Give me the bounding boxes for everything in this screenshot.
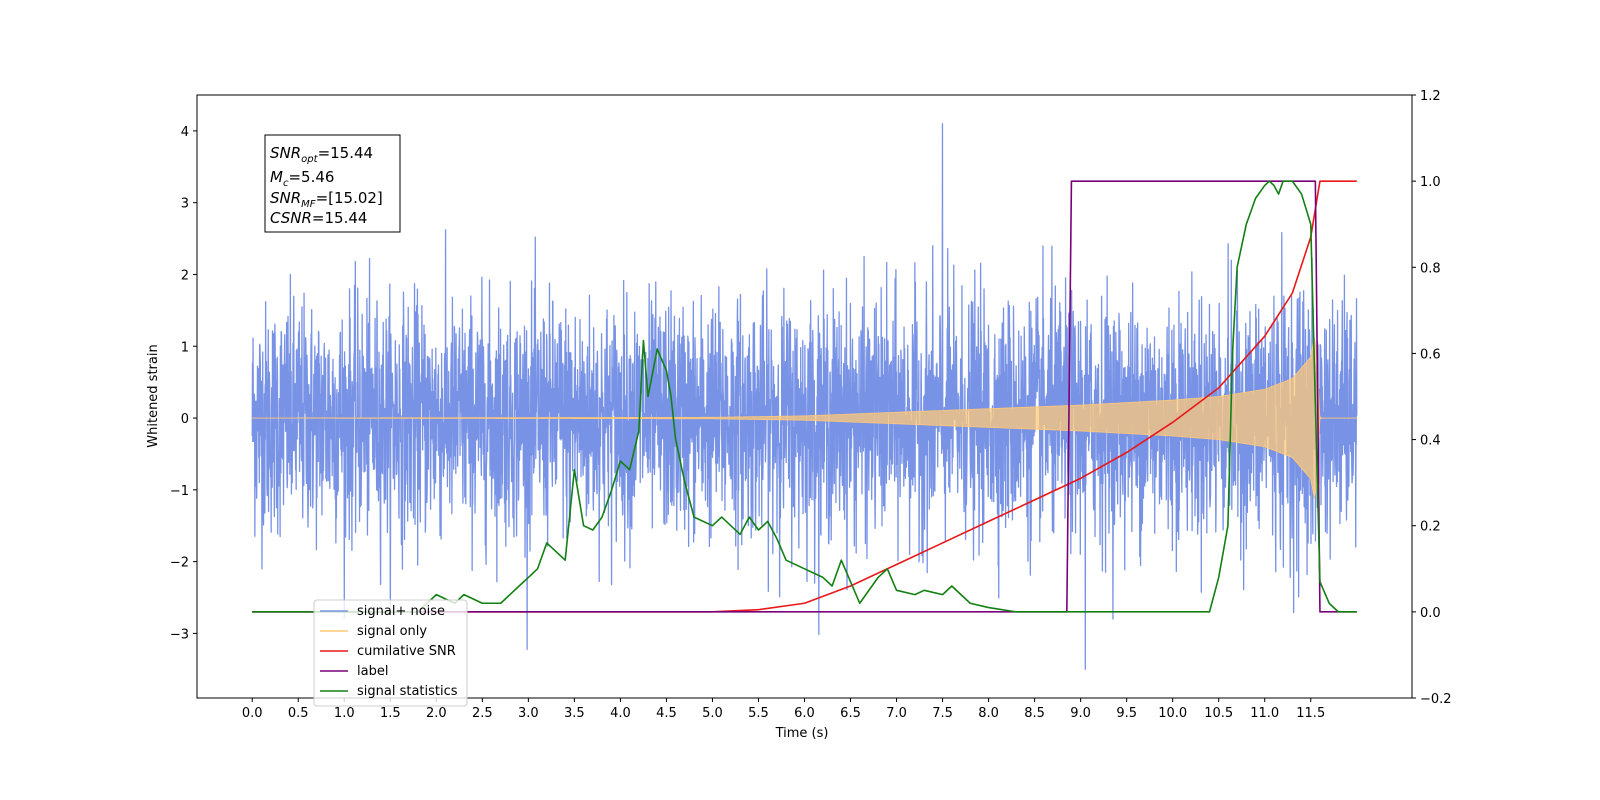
x-tick-label: 0.5 <box>288 706 309 721</box>
legend-label-label: label <box>357 664 388 679</box>
legend: signal+ noise signal only cumilative SNR… <box>313 599 468 707</box>
y-axis-label-left: Whitened strain <box>146 344 161 447</box>
y-right-tick-label: 0.2 <box>1420 520 1441 535</box>
x-tick-label: 10.5 <box>1204 706 1233 721</box>
y-right-tick-label: 0.4 <box>1420 434 1441 449</box>
annotation-line-snr-mf: SNRMF=[15.02] <box>270 189 383 210</box>
legend-label-signal-noise: signal+ noise <box>357 604 445 619</box>
x-axis-label: Time (s) <box>775 726 829 741</box>
y-right-tick-label: 0.8 <box>1420 261 1441 276</box>
series-signal-only <box>252 337 1357 499</box>
x-tick-label: 6.0 <box>794 706 815 721</box>
x-tick-label: 3.0 <box>518 706 539 721</box>
y-left-tick-label: 4 <box>181 125 189 140</box>
y-right-tick-label: 1.2 <box>1420 89 1441 104</box>
x-tick-label: 1.0 <box>334 706 355 721</box>
y-left-tick-label: 0 <box>181 412 189 427</box>
x-tick-label: 4.0 <box>610 706 631 721</box>
x-tick-label: 5.5 <box>748 706 769 721</box>
x-tick-label: 2.5 <box>472 706 493 721</box>
x-tick-label: 7.5 <box>932 706 953 721</box>
x-tick-label: 7.0 <box>886 706 907 721</box>
legend-label-cumulative-snr: cumilative SNR <box>357 644 456 659</box>
y-right-tick-label: 0.6 <box>1420 347 1441 362</box>
y-axis-left: −3 −2 −1 0 1 2 3 4 <box>170 125 197 642</box>
x-tick-label: 10.0 <box>1158 706 1187 721</box>
annotation-line-mc: Mc=5.46 <box>270 168 334 189</box>
x-tick-label: 11.5 <box>1296 706 1325 721</box>
y-left-tick-label: 2 <box>181 268 189 283</box>
x-tick-label: 6.5 <box>840 706 861 721</box>
series-cumulative-snr <box>252 180 1357 613</box>
x-tick-label: 11.0 <box>1250 706 1279 721</box>
y-left-tick-label: 3 <box>181 197 189 212</box>
y-left-tick-label: −3 <box>170 627 189 642</box>
x-tick-label: 5.0 <box>702 706 723 721</box>
legend-label-signal-statistics: signal statistics <box>357 684 458 699</box>
y-right-tick-label: 0.0 <box>1420 606 1441 621</box>
annotation-line-csnr: CSNR=15.44 <box>270 209 367 227</box>
legend-label-signal-only: signal only <box>357 624 427 639</box>
x-tick-label: 9.0 <box>1070 706 1091 721</box>
x-tick-label: 2.0 <box>426 706 447 721</box>
x-tick-label: 0.0 <box>242 706 263 721</box>
series-signal-noise <box>251 123 1358 670</box>
x-tick-label: 1.5 <box>380 706 401 721</box>
y-left-tick-label: −2 <box>170 556 189 571</box>
y-left-tick-label: 1 <box>181 340 189 355</box>
x-tick-label: 3.5 <box>564 706 585 721</box>
annotation-line-snr-opt: SNRopt=15.44 <box>270 144 373 165</box>
annotation-box: SNRopt=15.44 Mc=5.46 SNRMF=[15.02] CSNR=… <box>264 134 401 233</box>
y-left-tick-label: −1 <box>170 484 189 499</box>
y-right-tick-label: −0.2 <box>1420 692 1452 707</box>
series-layer <box>251 123 1358 670</box>
x-tick-label: 9.5 <box>1116 706 1137 721</box>
x-axis: 0.0 0.5 1.0 1.5 2.0 2.5 3.0 3.5 4.0 4.5 5.0 5.5 6.0 6… <box>242 698 1325 721</box>
x-tick-label: 4.5 <box>656 706 677 721</box>
x-tick-label: 8.5 <box>1024 706 1045 721</box>
x-tick-label: 8.0 <box>978 706 999 721</box>
y-axis-right: −0.2 0.0 0.2 0.4 0.6 0.8 1.0 1.2 <box>1412 89 1452 707</box>
series-label <box>252 180 1357 613</box>
y-right-tick-label: 1.0 <box>1420 175 1441 190</box>
series-signal-statistics <box>252 180 1357 613</box>
